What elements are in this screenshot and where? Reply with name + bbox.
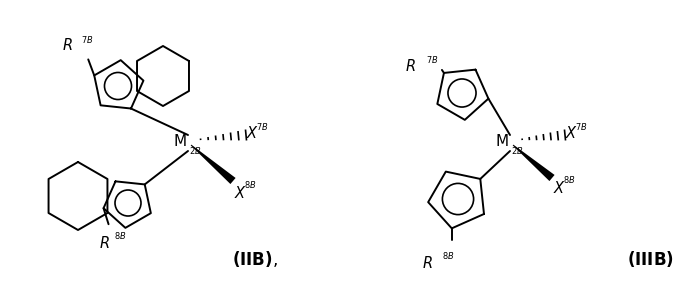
Text: $^{7B}$: $^{7B}$ bbox=[575, 123, 588, 136]
Text: R: R bbox=[99, 236, 110, 251]
Text: R: R bbox=[406, 59, 416, 74]
Text: $^{2B}$: $^{2B}$ bbox=[189, 147, 201, 160]
Text: $^{7B}$: $^{7B}$ bbox=[256, 123, 268, 136]
Text: $\bf{(IIIB)}$: $\bf{(IIIB)}$ bbox=[626, 249, 673, 269]
Text: $^{7B}$: $^{7B}$ bbox=[81, 36, 94, 49]
Text: X: X bbox=[566, 127, 576, 141]
Text: X: X bbox=[554, 181, 564, 196]
Text: M: M bbox=[174, 134, 187, 150]
Text: R: R bbox=[62, 38, 72, 54]
Text: X: X bbox=[247, 127, 257, 141]
Polygon shape bbox=[191, 145, 236, 184]
Text: M: M bbox=[496, 134, 509, 150]
Text: X: X bbox=[235, 186, 245, 201]
Text: $^{7B}$: $^{7B}$ bbox=[426, 56, 438, 70]
Text: $^{8B}$: $^{8B}$ bbox=[244, 181, 257, 194]
Text: $^{8B}$: $^{8B}$ bbox=[442, 252, 454, 265]
Text: $^{2B}$: $^{2B}$ bbox=[511, 147, 524, 160]
Text: R: R bbox=[423, 256, 433, 271]
Text: $^{8B}$: $^{8B}$ bbox=[113, 232, 126, 245]
Text: $\bf{(IIB)}$,: $\bf{(IIB)}$, bbox=[232, 249, 278, 269]
Text: $^{8B}$: $^{8B}$ bbox=[563, 176, 575, 189]
Polygon shape bbox=[512, 145, 554, 181]
